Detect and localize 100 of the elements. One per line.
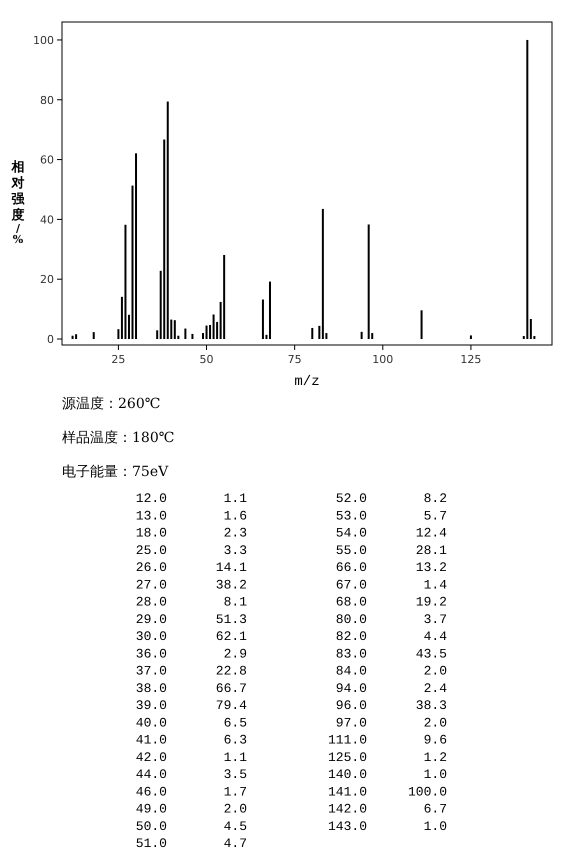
text: 27.0 — [136, 577, 167, 592]
text: 3.7 — [424, 612, 447, 627]
text: 14.1 — [216, 560, 248, 575]
text: 5.7 — [424, 508, 447, 524]
text: 12.0 — [136, 491, 167, 506]
text: 2.4 — [424, 680, 448, 696]
bar — [75, 334, 78, 340]
bar — [368, 224, 370, 340]
bar — [166, 102, 169, 340]
text: 100.0 — [408, 784, 447, 800]
text: 94.0 — [336, 680, 367, 696]
text: 49.0 — [136, 802, 167, 816]
text: 8.1 — [224, 594, 248, 610]
text: 41.0 — [136, 732, 167, 748]
y-tick-label: 80 — [40, 94, 54, 107]
text: 44.0 — [136, 767, 167, 782]
y-tick-label: 40 — [40, 213, 54, 226]
x-tick-label: 100 — [372, 353, 394, 366]
text: 1.1 — [224, 491, 248, 506]
text: 38.2 — [216, 577, 247, 592]
text: 6.7 — [424, 802, 447, 816]
bar — [223, 254, 226, 340]
bar — [174, 320, 176, 340]
text: 1.7 — [224, 784, 247, 800]
text: 22.8 — [216, 664, 247, 678]
text: 25.0 — [136, 542, 167, 558]
bar — [184, 328, 186, 340]
text: 18.0 — [136, 526, 167, 540]
text: 4.4 — [424, 629, 448, 644]
text: 4.7 — [224, 836, 247, 851]
text: 2.0 — [224, 802, 247, 816]
text: 26.0 — [136, 560, 167, 575]
bar — [72, 336, 74, 340]
text: 13.2 — [416, 560, 447, 575]
text: 50.0 — [136, 818, 167, 834]
bar — [268, 282, 271, 340]
bar — [262, 300, 264, 340]
text: 37.0 — [136, 664, 167, 678]
text: 1.0 — [424, 818, 447, 834]
bar — [311, 328, 314, 340]
text: 2.3 — [224, 526, 247, 540]
text: 源温度：260℃ — [62, 396, 160, 412]
text: 46.0 — [136, 784, 167, 800]
bar — [206, 326, 208, 340]
bar — [163, 140, 166, 340]
text: 2.9 — [224, 646, 247, 662]
text: 1.1 — [224, 750, 248, 765]
bar — [526, 40, 528, 340]
text: 8.2 — [424, 491, 447, 506]
text: 29.0 — [136, 612, 167, 627]
x-tick-label: 125 — [460, 353, 482, 366]
text: 28.0 — [136, 594, 167, 610]
text: 111.0 — [328, 732, 367, 748]
text: 140.0 — [328, 767, 367, 782]
text: 67.0 — [336, 577, 367, 592]
text: 1.2 — [424, 750, 447, 765]
text: 3.3 — [224, 542, 247, 558]
text: 36.0 — [136, 646, 167, 662]
text: 6.3 — [224, 732, 247, 748]
text: 42.0 — [136, 750, 167, 765]
bar — [191, 334, 194, 340]
text: 样品温度：180℃ — [62, 430, 174, 446]
bar — [360, 332, 363, 340]
text: 79.4 — [216, 698, 248, 713]
y-tick-label: 100 — [33, 34, 54, 47]
text: 53.0 — [336, 508, 367, 524]
y-tick-label: 60 — [40, 154, 54, 167]
text: 4.5 — [224, 818, 247, 834]
text: 125.0 — [328, 750, 367, 765]
text: 66.7 — [216, 680, 247, 696]
text: 39.0 — [136, 698, 167, 713]
text: 12.4 — [416, 526, 448, 540]
text: 电子能量：75eV — [62, 464, 170, 480]
x-tick-label: 75 — [288, 353, 302, 366]
bar — [135, 153, 138, 340]
text: 1.0 — [424, 767, 447, 782]
text: 2.0 — [424, 715, 447, 730]
y-axis-title: 相对强度/% — [10, 160, 26, 246]
x-tick-label: 25 — [111, 353, 126, 366]
text: 62.1 — [216, 629, 248, 644]
bar — [92, 332, 95, 340]
bar — [420, 310, 423, 340]
text: 3.5 — [224, 767, 247, 782]
text: 38.3 — [416, 698, 447, 713]
y-tick-label: 20 — [40, 273, 54, 286]
text: 51.3 — [216, 612, 247, 627]
text: 66.0 — [336, 560, 367, 575]
text: 143.0 — [328, 818, 367, 834]
text: 55.0 — [336, 542, 367, 558]
text: 97.0 — [336, 715, 367, 730]
x-axis-title: m/z — [294, 374, 320, 390]
text: 9.6 — [424, 732, 447, 748]
text: 28.1 — [416, 542, 448, 558]
text: 54.0 — [336, 526, 367, 540]
text: 43.5 — [416, 646, 447, 662]
text: 38.0 — [136, 680, 167, 696]
bar — [212, 314, 215, 340]
text: 141.0 — [328, 784, 367, 800]
text: 83.0 — [336, 646, 367, 662]
bar — [470, 335, 472, 340]
